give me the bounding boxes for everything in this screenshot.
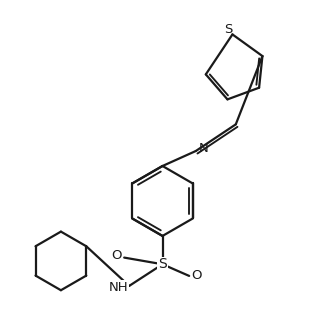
Text: O: O	[112, 249, 122, 262]
Text: S: S	[158, 257, 167, 271]
Text: N: N	[198, 142, 208, 155]
Text: O: O	[191, 270, 202, 282]
Text: NH: NH	[109, 281, 128, 294]
Text: S: S	[224, 23, 232, 36]
